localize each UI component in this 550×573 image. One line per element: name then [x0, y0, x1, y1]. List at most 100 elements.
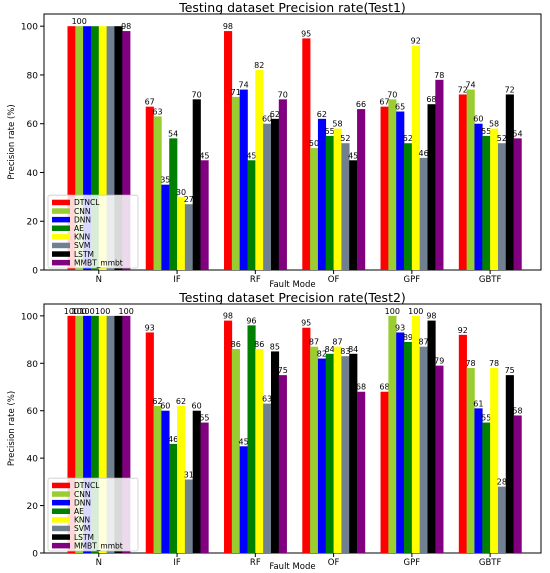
bar-LSTM-GPF — [427, 104, 436, 270]
bar-DNN-GPF — [396, 111, 405, 271]
data-label: 75 — [278, 366, 288, 375]
legend-swatch-DTNCL — [52, 482, 70, 489]
x-tick-label: OF — [328, 558, 340, 568]
bar-MMBT_mmbt-GPF — [435, 79, 444, 270]
legend-label-LSTM: LSTM — [74, 533, 94, 542]
bar-KNN-OF — [333, 346, 342, 553]
bar-CNN-IF — [153, 405, 162, 553]
bar-SVM-RF — [263, 403, 272, 553]
data-label: 52 — [497, 134, 507, 143]
bar-DNN-RF — [239, 446, 248, 553]
data-label: 31 — [184, 470, 194, 479]
bar-DTNCL-RF — [224, 31, 233, 270]
bar-MMBT_mmbt-IF — [200, 422, 209, 553]
legend-label-DTNCL: DTNCL — [74, 198, 100, 207]
y-tick-label: 80 — [27, 71, 39, 81]
data-label: 55 — [199, 414, 209, 423]
bar-AE-GPF — [404, 143, 413, 270]
bar-AE-RF — [247, 160, 256, 270]
y-tick-label: 40 — [27, 455, 39, 465]
data-label: 100 — [72, 17, 87, 26]
bar-SVM-IF — [184, 204, 194, 270]
x-tick-label: RF — [250, 275, 261, 285]
chart-test2: Testing dataset Precision rate(Test2) 0 20… — [7, 290, 542, 572]
bar-AE-N — [90, 26, 100, 270]
data-label: 83 — [340, 347, 350, 356]
bar-LSTM-GBTF — [505, 94, 514, 270]
data-label: 85 — [270, 342, 280, 351]
data-label: 58 — [489, 120, 499, 129]
data-label: 98 — [121, 22, 131, 31]
legend-swatch-LSTM — [52, 534, 70, 540]
bar-LSTM-N — [114, 26, 123, 270]
data-label: 58 — [512, 406, 522, 415]
x-tick-label: RF — [250, 558, 261, 568]
legend-label-DNN: DNN — [74, 498, 91, 507]
data-label: 60 — [262, 115, 272, 124]
bar-DTNCL-IF — [145, 332, 154, 553]
chart-test1: Testing dataset Precision rate(Test1) 0 20… — [7, 0, 542, 290]
data-label: 92 — [458, 326, 468, 335]
data-label: 100 — [72, 307, 87, 316]
bar-SVM-OF — [341, 356, 350, 553]
bar-DNN-RF — [239, 89, 248, 270]
x-tick-label: GPF — [404, 558, 421, 568]
bar-SVM-N — [106, 315, 115, 553]
legend-label-DNN: DNN — [74, 215, 91, 224]
legend-swatch-SVM — [52, 525, 70, 532]
bar-MMBT_mmbt-N — [122, 315, 131, 553]
bar-LSTM-IF — [192, 99, 201, 270]
data-label: 28 — [497, 478, 507, 487]
data-label: 86 — [254, 340, 264, 349]
bar-SVM-RF — [263, 123, 272, 270]
bar-SVM-IF — [184, 479, 194, 553]
bar-LSTM-RF — [270, 351, 280, 553]
data-label: 87 — [309, 338, 319, 347]
data-label: 95 — [301, 29, 311, 38]
bar-KNN-N — [98, 315, 107, 553]
bar-SVM-GPF — [419, 157, 428, 270]
data-label: 100 — [119, 307, 134, 316]
bar-DTNCL-GPF — [380, 106, 389, 271]
data-label: 45 — [246, 151, 256, 160]
bar-CNN-GBTF — [466, 368, 475, 553]
data-label: 74 — [238, 81, 248, 90]
y-tick-label: 0 — [32, 550, 38, 560]
data-label: 58 — [332, 120, 342, 129]
y-tick-label: 100 — [21, 312, 38, 322]
bar-MMBT_mmbt-RF — [278, 99, 287, 270]
y-tick-label: 20 — [27, 502, 39, 512]
bar-MMBT_mmbt-N — [122, 31, 131, 270]
x-tick-label: OF — [328, 275, 340, 285]
legend-swatch-DTNCL — [52, 199, 70, 206]
chart-title: Testing dataset Precision rate(Test1) — [178, 0, 406, 15]
data-label: 98 — [223, 22, 233, 31]
bar-CNN-RF — [231, 349, 240, 553]
legend-label-SVM: SVM — [74, 241, 90, 250]
data-label: 55 — [481, 127, 491, 136]
data-label: 79 — [434, 357, 444, 366]
data-label: 100 — [408, 307, 423, 316]
legend-label-KNN: KNN — [74, 233, 90, 242]
data-label: 68 — [426, 95, 436, 104]
legend-label-MMBT_mmbt: MMBT_mmbt — [74, 258, 123, 267]
bar-LSTM-RF — [270, 118, 280, 270]
bar-LSTM-OF — [349, 353, 358, 553]
bar-DNN-IF — [161, 410, 170, 553]
legend-label-LSTM: LSTM — [74, 250, 94, 259]
data-label: 100 — [95, 307, 110, 316]
bar-AE-GPF — [404, 341, 413, 553]
bar-DNN-N — [83, 315, 92, 553]
bar-DTNCL-GBTF — [458, 94, 467, 270]
y-tick-label: 60 — [27, 120, 39, 130]
data-label: 82 — [254, 61, 264, 70]
bar-CNN-OF — [310, 148, 319, 270]
x-tick-label: N — [96, 558, 102, 568]
legend-swatch-MMBT_mmbt — [52, 542, 70, 549]
bar-DNN-GPF — [396, 332, 405, 553]
x-tick-label: IF — [173, 275, 181, 285]
data-label: 71 — [231, 88, 241, 97]
bar-AE-OF — [325, 353, 334, 553]
legend-box — [47, 194, 139, 269]
data-label: 60 — [160, 402, 170, 411]
